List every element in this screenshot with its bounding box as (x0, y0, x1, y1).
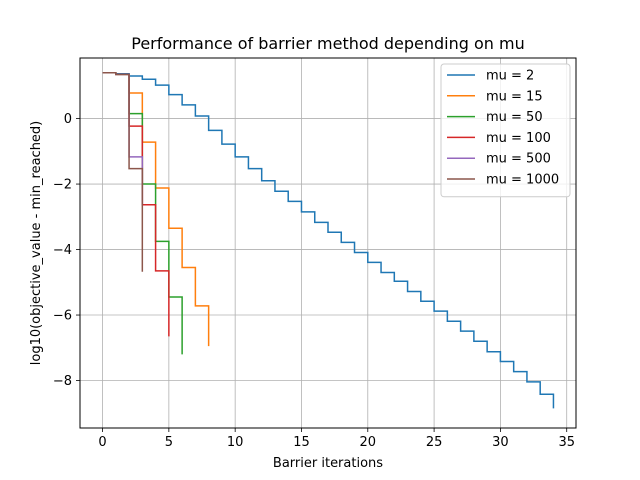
legend: mu = 2 mu = 15 mu = 50 mu = 100 mu = 500 mu =… (440, 63, 571, 198)
series-line-5 (102, 71, 144, 272)
legend-box (440, 63, 571, 198)
x-tick-label: 5 (165, 435, 173, 450)
y-axis: −8 −6 −4 −2 0 (53, 112, 80, 389)
x-tick-label: 0 (98, 435, 106, 450)
x-axis: 0 5 10 15 20 25 30 35 (98, 428, 575, 450)
legend-label: mu = 15 (486, 89, 543, 104)
plot-frame (79, 57, 577, 429)
series-line-3 (102, 71, 170, 337)
y-tick-label: −6 (53, 309, 72, 324)
x-tick-label: 30 (492, 435, 509, 450)
y-axis-label: log10(objective_value - min_reached) (29, 121, 44, 366)
x-tick-label: 25 (426, 435, 443, 450)
x-tick-label: 35 (558, 435, 575, 450)
legend-label: mu = 1000 (486, 173, 559, 188)
x-tick-label: 15 (293, 435, 310, 450)
x-tick-label: 20 (360, 435, 377, 450)
y-tick-label: −2 (53, 178, 72, 193)
legend-label: mu = 50 (486, 110, 543, 125)
legend-label: mu = 100 (486, 131, 551, 146)
series-line-0 (102, 71, 555, 409)
legend-label: mu = 2 (486, 69, 534, 84)
y-tick-label: −4 (53, 243, 72, 258)
x-tick-label: 10 (227, 435, 244, 450)
y-tick-label: −8 (53, 374, 72, 389)
legend-label: mu = 500 (486, 152, 551, 167)
chart-title: Performance of barrier method depending … (131, 34, 525, 53)
series-lines (102, 71, 555, 409)
x-axis-label: Barrier iterations (273, 456, 383, 471)
y-tick-label: 0 (64, 112, 72, 127)
